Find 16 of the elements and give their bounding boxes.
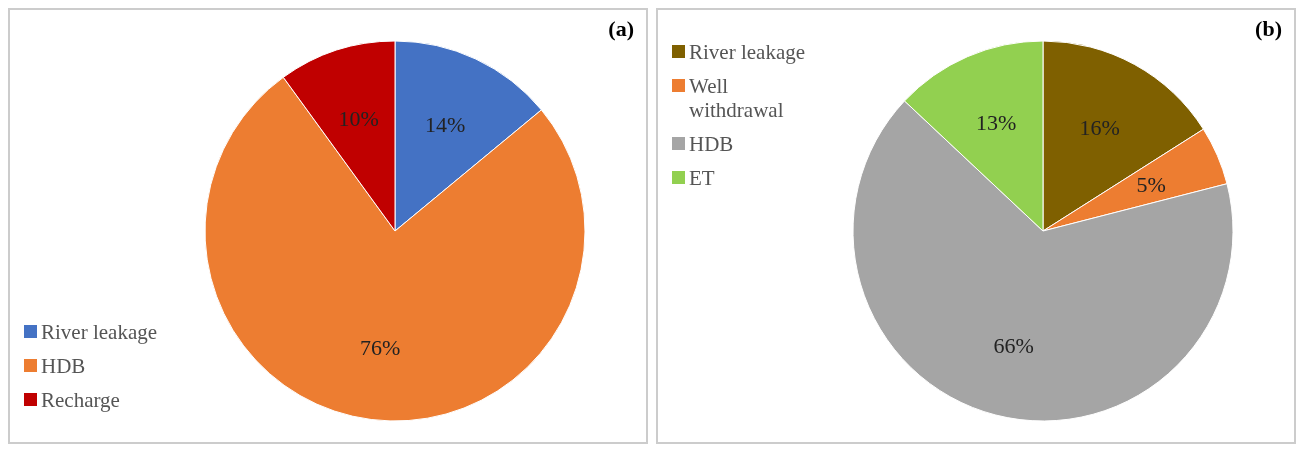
legend-label: HDB	[41, 354, 87, 378]
legend-label: Well withdrawal	[689, 74, 785, 122]
data-label: 66%	[993, 332, 1034, 358]
data-label: 10%	[338, 106, 379, 132]
legend-label: ET	[689, 166, 716, 190]
data-label: 5%	[1136, 171, 1166, 197]
chart-title: (b)	[1255, 16, 1282, 42]
data-label: 16%	[1079, 115, 1120, 141]
data-label: 13%	[976, 110, 1017, 136]
chart-title: (a)	[608, 16, 634, 42]
legend-label: HDB	[689, 132, 735, 156]
data-label: 76%	[360, 335, 401, 361]
legend-label: River leakage	[689, 40, 807, 64]
data-label: 14%	[424, 111, 466, 137]
legend-label: River leakage	[41, 320, 159, 344]
legend-label: Recharge	[41, 388, 121, 412]
